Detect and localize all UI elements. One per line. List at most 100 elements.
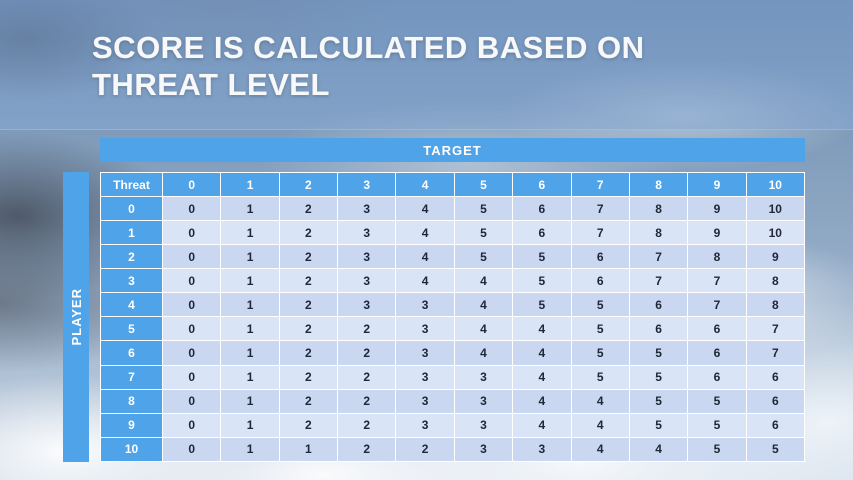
slide-title: SCORE IS CALCULATED BASED ON THREAT LEVEL <box>92 30 645 103</box>
score-cell: 2 <box>278 412 339 438</box>
slide-title-line2: THREAT LEVEL <box>92 66 330 102</box>
score-cell: 4 <box>453 268 514 294</box>
score-cell: 3 <box>395 364 455 390</box>
target-header-bar: TARGET <box>100 138 805 162</box>
score-cell: 5 <box>453 244 514 270</box>
player-label: PLAYER <box>68 288 84 346</box>
score-cell: 7 <box>687 292 747 318</box>
score-cell: 1 <box>220 340 280 366</box>
score-cell: 3 <box>395 316 455 342</box>
score-cell: 1 <box>220 436 280 463</box>
score-cell: 7 <box>687 268 747 294</box>
score-cell: 6 <box>570 244 630 270</box>
score-cell: 6 <box>512 195 572 222</box>
score-cell: 4 <box>395 268 455 294</box>
score-cell: 2 <box>278 244 339 270</box>
score-cell: 0 <box>161 364 222 390</box>
row-header-threat: 5 <box>100 316 163 342</box>
score-cell: 0 <box>161 316 222 342</box>
score-cell: 4 <box>570 436 630 463</box>
score-cell: 5 <box>570 316 630 342</box>
score-cell: 2 <box>337 316 397 342</box>
score-cell: 4 <box>453 292 514 318</box>
score-cell: 2 <box>278 292 339 318</box>
score-cell: 5 <box>687 412 747 438</box>
row-header-threat: 1 <box>100 220 163 246</box>
table-row: 10 0 1 1 2 2 3 3 4 4 5 5 <box>100 436 806 463</box>
score-cell: 0 <box>161 388 222 414</box>
score-cell: 2 <box>278 220 339 246</box>
column-header: 1 <box>220 172 280 197</box>
score-cell: 5 <box>687 388 747 414</box>
score-cell: 0 <box>161 244 222 270</box>
score-cell: 10 <box>745 195 806 222</box>
corner-header-threat: Threat <box>100 172 163 197</box>
score-cell: 1 <box>220 268 280 294</box>
score-cell: 0 <box>161 436 222 463</box>
score-cell: 3 <box>395 412 455 438</box>
score-cell: 0 <box>161 340 222 366</box>
score-cell: 2 <box>278 388 339 414</box>
score-cell: 1 <box>220 195 280 222</box>
score-cell: 7 <box>570 195 630 222</box>
score-cell: 6 <box>687 340 747 366</box>
score-cell: 5 <box>512 292 572 318</box>
score-cell: 2 <box>278 364 339 390</box>
row-header-threat: 10 <box>100 436 163 463</box>
score-cell: 3 <box>453 412 514 438</box>
score-cell: 0 <box>161 268 222 294</box>
score-cell: 3 <box>337 220 397 246</box>
score-cell: 6 <box>687 316 747 342</box>
score-cell: 6 <box>570 268 630 294</box>
table-row: 0 0 1 2 3 4 5 6 7 8 9 10 <box>100 195 806 222</box>
score-cell: 5 <box>570 292 630 318</box>
score-cell: 4 <box>512 364 572 390</box>
score-cell: 8 <box>745 292 806 318</box>
score-cell: 2 <box>337 364 397 390</box>
score-cell: 1 <box>220 364 280 390</box>
row-header-threat: 4 <box>100 292 163 318</box>
score-cell: 2 <box>337 436 397 463</box>
score-cell: 0 <box>161 195 222 222</box>
score-cell: 1 <box>220 316 280 342</box>
score-cell: 3 <box>453 388 514 414</box>
column-header: 0 <box>161 172 222 197</box>
score-cell: 8 <box>687 244 747 270</box>
score-cell: 2 <box>337 388 397 414</box>
score-cell: 5 <box>628 364 689 390</box>
player-header-bar: PLAYER <box>63 172 89 462</box>
score-cell: 7 <box>628 268 689 294</box>
score-cell: 2 <box>337 412 397 438</box>
score-cell: 5 <box>628 388 689 414</box>
score-cell: 5 <box>512 244 572 270</box>
column-header: 6 <box>512 172 572 197</box>
score-cell: 5 <box>453 220 514 246</box>
score-cell: 2 <box>278 340 339 366</box>
row-header-threat: 9 <box>100 412 163 438</box>
header-row: Threat 0 1 2 3 4 5 6 7 8 9 10 <box>100 172 806 197</box>
score-cell: 2 <box>278 316 339 342</box>
column-header: 3 <box>337 172 397 197</box>
score-cell: 1 <box>220 388 280 414</box>
score-cell: 3 <box>453 364 514 390</box>
score-cell: 5 <box>570 340 630 366</box>
target-label: TARGET <box>423 142 482 158</box>
score-cell: 4 <box>395 195 455 222</box>
score-cell: 4 <box>395 220 455 246</box>
score-cell: 7 <box>570 220 630 246</box>
score-cell: 6 <box>628 316 689 342</box>
column-header: 9 <box>687 172 747 197</box>
score-cell: 7 <box>745 316 806 342</box>
score-cell: 1 <box>220 412 280 438</box>
score-cell: 0 <box>161 292 222 318</box>
score-cell: 4 <box>395 244 455 270</box>
column-header: 7 <box>570 172 630 197</box>
score-cell: 8 <box>628 195 689 222</box>
title-band: SCORE IS CALCULATED BASED ON THREAT LEVEL <box>0 0 853 130</box>
score-cell: 6 <box>745 364 806 390</box>
